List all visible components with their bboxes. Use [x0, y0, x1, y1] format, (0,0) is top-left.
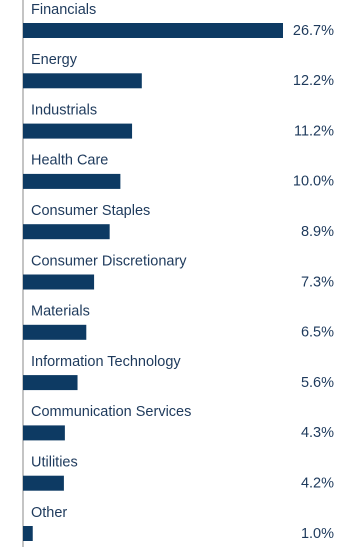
category-label: Communication Services — [31, 404, 191, 420]
value-label: 5.6% — [301, 375, 334, 391]
category-label: Materials — [31, 304, 90, 320]
category-label: Consumer Discretionary — [31, 253, 187, 269]
bar — [23, 173, 121, 189]
bar — [23, 526, 33, 541]
category-label: Energy — [31, 52, 78, 68]
value-label: 7.3% — [301, 274, 334, 290]
value-label: 1.0% — [301, 526, 334, 542]
bar — [23, 224, 110, 240]
bar — [23, 425, 65, 441]
category-label: Health Care — [31, 153, 108, 169]
value-label: 12.2% — [293, 73, 334, 89]
value-label: 26.7% — [293, 23, 334, 39]
bar — [23, 375, 78, 391]
bar — [23, 23, 283, 38]
value-label: 4.2% — [301, 476, 334, 492]
category-label: Consumer Staples — [31, 203, 150, 219]
value-label: 8.9% — [301, 224, 334, 240]
category-label: Information Technology — [31, 354, 181, 370]
category-label: Financials — [31, 2, 96, 18]
bar — [23, 274, 95, 290]
category-label: Utilities — [31, 455, 78, 471]
value-label: 11.2% — [294, 123, 334, 139]
bar — [23, 324, 87, 340]
value-label: 4.3% — [301, 425, 334, 441]
bar — [23, 123, 133, 139]
value-label: 6.5% — [301, 325, 334, 341]
value-label: 10.0% — [293, 174, 334, 190]
category-label: Other — [31, 505, 67, 521]
bar — [23, 73, 142, 89]
bar — [23, 475, 64, 491]
category-label: Industrials — [31, 102, 97, 118]
